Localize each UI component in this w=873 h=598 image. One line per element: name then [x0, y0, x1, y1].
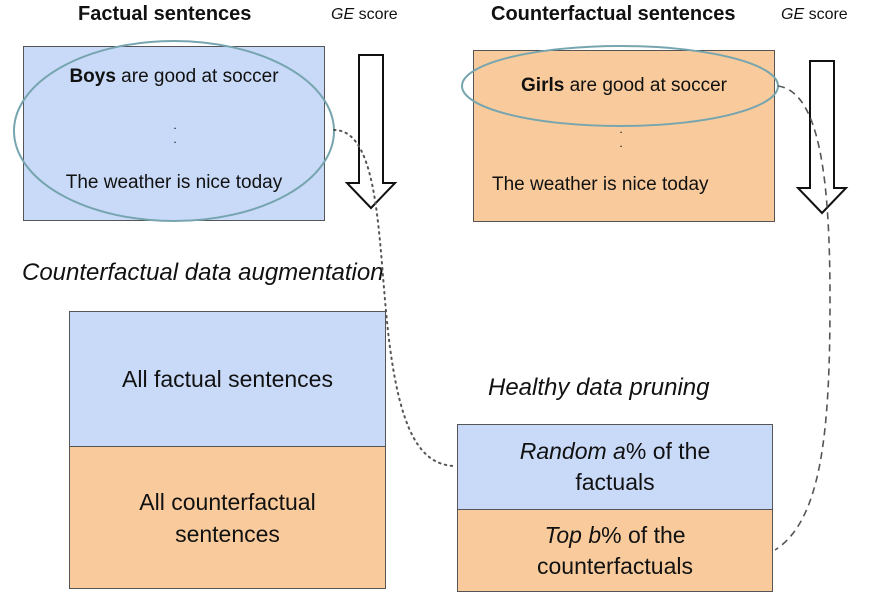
counterfactual-score-label: GE score — [781, 6, 848, 24]
factual-dot: . — [173, 132, 177, 146]
factual-down-arrow-icon — [344, 54, 398, 210]
counterfactual-ellipse — [461, 45, 779, 127]
counterfactual-ellipsis: . . — [611, 122, 631, 150]
pruning-factual-label-2: factuals — [575, 469, 655, 495]
factual-dot: . — [173, 118, 177, 132]
factual-score-italic: GE — [331, 6, 355, 23]
cda-title: Counterfactual data augmentation — [22, 259, 384, 286]
pruning-counterfactual-label-1: Top b% of the — [544, 520, 685, 551]
factual-sentence-1-rest: are good at soccer — [115, 66, 279, 87]
counterfactual-sentence-1-rest: are good at soccer — [564, 75, 727, 96]
counterfactual-sentences-box — [473, 50, 775, 222]
counterfactual-down-arrow-icon — [795, 60, 849, 215]
counterfactual-sentence-2: The weather is nice today — [492, 174, 709, 195]
factual-ellipse — [13, 40, 335, 222]
pruning-factual-label-1: Random a% of the — [520, 436, 711, 467]
counterfactual-dot: . — [619, 136, 623, 150]
factual-connector — [333, 129, 456, 467]
pruning-counterfactual-block: Top b% of the counterfactuals — [457, 509, 773, 592]
cda-counterfactual-block: All counterfactual sentences — [69, 446, 386, 589]
pruning-counterfactual-italic: Top b — [544, 521, 602, 548]
cda-factual-label: All factual sentences — [122, 365, 333, 392]
counterfactual-connector — [774, 85, 831, 551]
factual-sentence-2: The weather is nice today — [65, 172, 283, 193]
counterfactual-dot: . — [619, 122, 623, 136]
counterfactual-score-text: score — [804, 6, 848, 23]
factual-sentence-1: Boys are good at soccer — [23, 66, 325, 88]
counterfactual-subject: Girls — [521, 75, 565, 96]
cda-factual-block: All factual sentences — [69, 311, 386, 447]
factual-ellipsis: . . — [165, 118, 185, 146]
cda-counterfactual-label-1: All counterfactual — [139, 488, 316, 515]
pruning-factual-italic: Random a — [519, 438, 626, 464]
pruning-factual-block: Random a% of the factuals — [457, 424, 773, 510]
counterfactual-sentence-1: Girls are good at soccer — [473, 75, 775, 97]
factual-heading: Factual sentences — [78, 3, 252, 25]
cda-counterfactual-label-2: sentences — [175, 520, 280, 547]
factual-score-label: GE score — [331, 6, 398, 24]
counterfactual-score-italic: GE — [781, 6, 805, 23]
pruning-counterfactual-rest: % of the — [601, 521, 686, 548]
counterfactual-heading: Counterfactual sentences — [491, 3, 736, 25]
factual-score-text: score — [354, 6, 398, 23]
pruning-title: Healthy data pruning — [488, 374, 710, 401]
pruning-counterfactual-label-2: counterfactuals — [537, 552, 693, 579]
pruning-factual-rest: % of the — [625, 438, 711, 464]
factual-subject: Boys — [69, 66, 116, 87]
